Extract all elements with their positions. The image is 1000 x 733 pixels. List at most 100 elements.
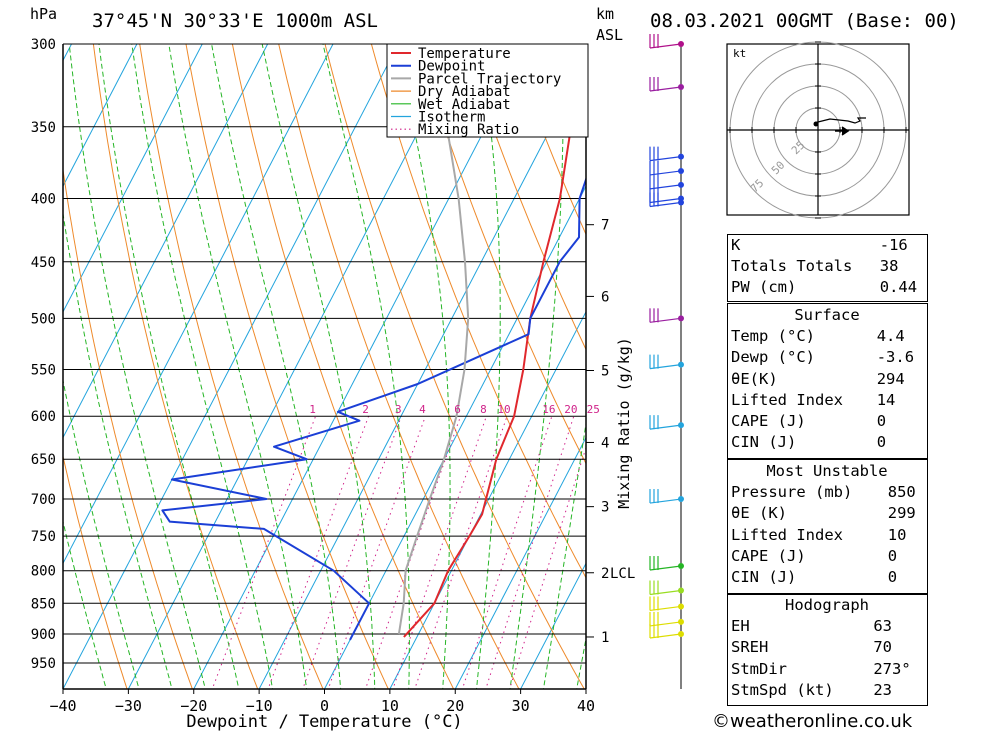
wind-barb <box>649 354 682 370</box>
wind-barb-shaft <box>649 498 682 504</box>
footer-credit[interactable]: ©weatheronline.co.uk <box>712 711 913 732</box>
pressure-tick-label: 850 <box>31 596 56 612</box>
index-label: K <box>731 236 741 254</box>
index-value: 0 <box>887 546 898 565</box>
index-value: 10 <box>887 525 907 544</box>
wind-barb-shaft <box>649 605 682 612</box>
indices-general-table: K -16 Totals Totals 38 PW (cm) 0.44 <box>727 235 927 299</box>
index-row: θE(K) 294 <box>727 369 927 390</box>
x-axis-label: Dewpoint / Temperature (°C) <box>186 712 462 732</box>
asl-label: ASL <box>596 26 624 44</box>
wind-barb-shaft <box>649 364 682 370</box>
mu-title: Most Unstable <box>766 462 888 480</box>
x-tick-label: 10 <box>381 697 399 715</box>
wind-barb <box>649 188 682 204</box>
lcl-label: LCL <box>610 566 635 582</box>
isotherm-line <box>323 185 586 689</box>
index-label: CAPE (J) <box>731 546 806 565</box>
wet-adiabat-line <box>322 44 410 689</box>
isotherm-line <box>63 44 203 313</box>
isotherm-line <box>63 44 269 439</box>
x-tick-label: 40 <box>577 697 595 715</box>
wet-adiabat-line <box>509 44 564 689</box>
indices-hodograph-box <box>727 594 928 706</box>
legend-label: Mixing Ratio <box>418 122 519 138</box>
index-label: Temp (°C) <box>731 327 815 346</box>
wet-adiabat-line <box>475 44 501 689</box>
wind-barb <box>649 580 682 596</box>
mixing-ratio-line <box>211 416 317 689</box>
km-tick-label: 2 <box>601 566 609 582</box>
km-tick-label: 5 <box>601 363 609 379</box>
isotherm-line <box>454 436 586 689</box>
legend-label: Isotherm <box>418 110 485 126</box>
pressure-tick-label: 950 <box>31 656 56 672</box>
mixing-ratio-line <box>267 416 370 689</box>
wind-barb-shaft <box>649 170 682 176</box>
wind-barb <box>649 556 682 571</box>
index-label: Lifted Index <box>731 525 843 544</box>
isotherm-line <box>63 44 399 689</box>
wet-adiabat-line <box>63 519 107 689</box>
mixing-ratio-line <box>327 416 426 689</box>
mixing-ratio-label: 2 <box>362 403 369 416</box>
wind-barb-shaft <box>649 633 682 639</box>
index-row-pw: PW (cm) 0.44 <box>727 277 927 298</box>
x-tick-label: 20 <box>446 697 464 715</box>
wind-barb-shaft <box>649 589 682 596</box>
mixing-ratio-label: 1 <box>309 403 316 416</box>
index-value: 70 <box>873 638 892 657</box>
wind-barb-shaft <box>649 565 682 571</box>
index-row: EH 63 <box>727 616 927 637</box>
index-row: θE (K) 299 <box>727 503 927 524</box>
index-value: 38 <box>879 257 899 276</box>
hpa-label: hPa <box>30 5 58 23</box>
index-row: Lifted Index 10 <box>727 525 927 546</box>
dewpoint-line <box>161 176 586 641</box>
dry-adiabat-line <box>92 44 259 689</box>
surface-title: Surface <box>794 306 860 324</box>
legend-label: Parcel Trajectory <box>418 71 561 87</box>
isotherm-line <box>63 44 138 188</box>
wind-barb <box>649 76 682 92</box>
wind-barb-shaft <box>649 156 682 162</box>
dry-adiabat-line <box>185 44 389 689</box>
wind-barb-shaft <box>649 43 682 49</box>
storm-motion-arrow <box>835 126 850 136</box>
x-tick-label: −10 <box>246 697 273 715</box>
indices-hodograph-table: Hodograph EH 63 SREH 70 StmDir 273° StmSpd … <box>727 595 927 701</box>
parcel-trajectory-line <box>397 44 470 635</box>
index-value: 14 <box>876 390 896 409</box>
pressure-tick-label: 700 <box>31 492 56 508</box>
dry-adiabat-line <box>63 166 193 689</box>
legend-label: Wet Adiabat <box>418 97 511 113</box>
wind-barb <box>649 489 682 504</box>
km-tick-label: 7 <box>601 218 609 234</box>
index-value: 299 <box>887 504 916 523</box>
km-tick-label: 4 <box>601 435 609 451</box>
index-row: Pressure (mb) 850 <box>727 482 927 503</box>
indices-mu-table: Most Unstable Pressure (mb) 850 θE (K) 299… <box>727 461 927 588</box>
dry-adiabat-line <box>63 454 128 689</box>
isotherm-line <box>389 310 586 689</box>
km-tick-label: 1 <box>601 630 609 646</box>
index-label: Totals Totals <box>731 257 853 276</box>
index-label: Dewp (°C) <box>731 348 815 367</box>
wet-adiabat-line <box>261 44 376 689</box>
index-row: CIN (J) 0 <box>727 432 927 453</box>
legend-label: Dry Adiabat <box>418 84 511 100</box>
wind-barb-shaft <box>649 197 682 204</box>
wet-adiabat-line <box>168 44 308 689</box>
wet-adiabat-line <box>63 378 140 689</box>
dry-adiabat-line <box>509 44 586 236</box>
dry-adiabat-line <box>963 26 1000 701</box>
hodograph-origin-dot <box>813 121 819 127</box>
x-tick-label: −40 <box>49 697 76 715</box>
wet-adiabat-line <box>68 44 206 689</box>
index-row: Temp (°C) 4.4 <box>727 326 927 347</box>
temperature-line <box>403 44 583 638</box>
pressure-tick-label: 750 <box>31 529 56 545</box>
index-row: CAPE (J) 0 <box>727 411 927 432</box>
index-value: 850 <box>887 483 916 502</box>
mixing-ratio-label: 16 <box>542 403 555 416</box>
